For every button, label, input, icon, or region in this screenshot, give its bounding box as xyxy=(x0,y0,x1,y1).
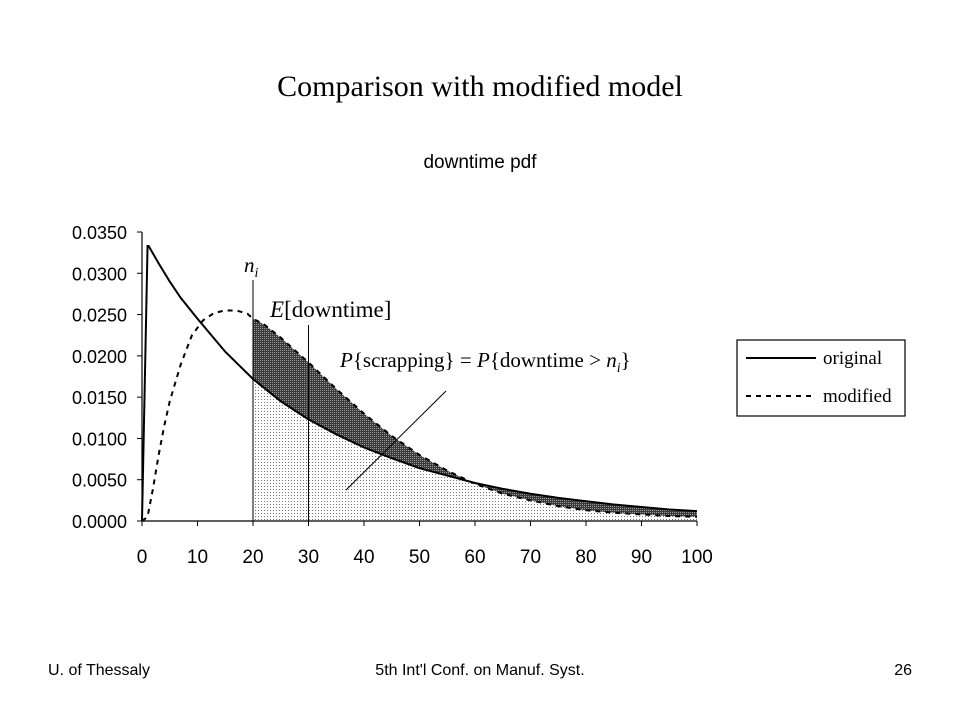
reference-lines xyxy=(252,280,309,521)
y-tick-label: 0.0300 xyxy=(72,264,127,284)
tick-labels: 0.0000 0.0050 0.0100 0.0150 0.0200 0.0250 0.03… xyxy=(72,223,713,568)
prob-rest: {downtime > xyxy=(490,348,606,372)
prob-p1: P xyxy=(339,348,353,372)
n-i-sub: i xyxy=(255,266,259,281)
y-tick-label: 0.0000 xyxy=(72,512,127,532)
legend-box xyxy=(736,339,906,417)
x-tick-label: 20 xyxy=(242,547,263,568)
prob-sub: i xyxy=(617,361,621,376)
legend: original modified xyxy=(736,339,906,417)
series-line-original xyxy=(141,245,698,522)
series-layer xyxy=(141,245,698,522)
chart-subtitle: downtime pdf xyxy=(423,152,537,173)
x-tick-label: 100 xyxy=(681,547,713,568)
x-tick-label: 80 xyxy=(575,547,596,568)
y-tick-label: 0.0350 xyxy=(72,223,127,243)
x-tick-label: 40 xyxy=(353,547,374,568)
x-tick-label: 30 xyxy=(298,547,319,568)
x-tick-label: 70 xyxy=(520,547,541,568)
legend-label-original: original xyxy=(823,348,882,369)
x-tick-label: 10 xyxy=(187,547,208,568)
expected-e: E xyxy=(269,297,284,322)
area-difference xyxy=(253,318,697,517)
shaded-areas xyxy=(253,318,697,521)
x-tick-label: 0 xyxy=(137,547,148,568)
footer-page-number: 26 xyxy=(894,662,912,679)
legend-label-modified: modified xyxy=(823,386,892,407)
expected-downtime-label: E[downtime] xyxy=(269,297,391,322)
y-tick-label: 0.0200 xyxy=(72,347,127,367)
prob-close: } xyxy=(621,348,631,372)
n-i-base: n xyxy=(244,253,255,277)
y-tick-label: 0.0150 xyxy=(72,388,127,408)
x-tick-label: 90 xyxy=(631,547,652,568)
slide-title: Comparison with modified model xyxy=(277,70,683,103)
area-original-tail xyxy=(253,378,697,521)
footer-institution: U. of Thessaly xyxy=(48,662,150,679)
prob-mid: {scrapping} = xyxy=(353,348,477,372)
footer-conference: 5th Int'l Conf. on Manuf. Syst. xyxy=(375,662,585,679)
y-tick-label: 0.0250 xyxy=(72,306,127,326)
prob-p2: P xyxy=(476,348,490,372)
x-tick-label: 50 xyxy=(409,547,430,568)
expected-rest: [downtime] xyxy=(284,297,391,322)
series-line-modified xyxy=(141,309,698,522)
y-tick-label: 0.0100 xyxy=(72,429,127,449)
x-tick-label: 60 xyxy=(464,547,485,568)
prob-n: n xyxy=(606,348,617,372)
n-i-label: ni xyxy=(244,253,259,281)
scrapping-probability-label: P{scrapping} = P{downtime > ni} xyxy=(339,348,631,376)
y-tick-label: 0.0050 xyxy=(72,471,127,491)
annotation-pointer xyxy=(345,390,447,491)
